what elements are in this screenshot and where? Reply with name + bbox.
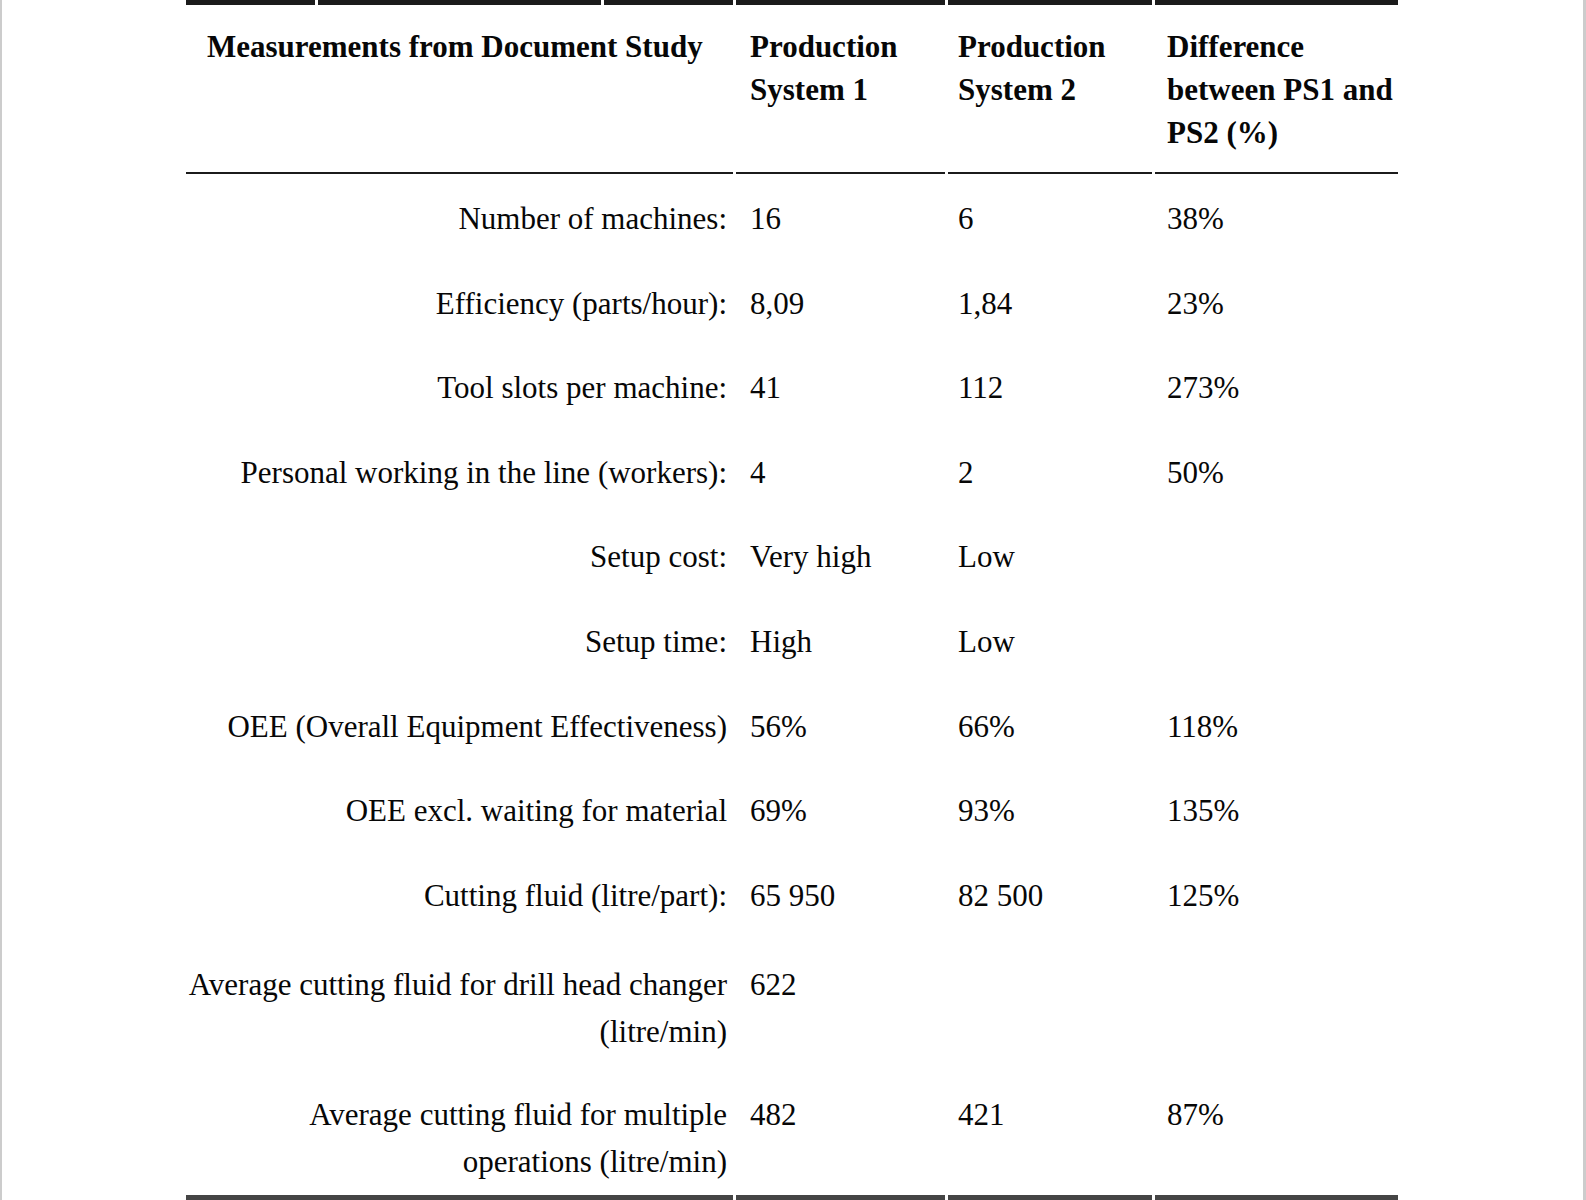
border-gap xyxy=(1152,0,1155,5)
row-label: Efficiency (parts/hour): xyxy=(186,280,733,344)
table-row: OEE excl. waiting for material 69% 93% 1… xyxy=(186,766,1398,851)
table-row: Efficiency (parts/hour): 8,09 1,84 23% xyxy=(186,259,1398,344)
ps2-value: Low xyxy=(945,533,1152,597)
ps2-value: 93% xyxy=(945,787,1152,851)
header-separator xyxy=(186,172,1398,174)
ps1-value: 4 xyxy=(733,449,945,513)
table-row: Setup cost: Very high Low xyxy=(186,512,1398,597)
border-gap xyxy=(733,1195,736,1200)
row-label: Average cutting fluid for multiple opera… xyxy=(186,1091,733,1195)
ps1-value: 65 950 xyxy=(733,872,945,936)
border-gap xyxy=(733,0,736,5)
ps1-value: Very high xyxy=(733,533,945,597)
table-row: Personal working in the line (workers): … xyxy=(186,428,1398,513)
difference-value: 125% xyxy=(1152,872,1398,936)
table-row: OEE (Overall Equipment Effectiveness) 56… xyxy=(186,682,1398,767)
border-gap xyxy=(601,0,604,5)
ps1-value: 41 xyxy=(733,364,945,428)
border-gap xyxy=(733,172,736,174)
row-label: Setup cost: xyxy=(186,533,733,597)
row-label: Average cutting fluid for drill head cha… xyxy=(186,961,733,1065)
table-row: Number of machines: 16 6 38% xyxy=(186,174,1398,259)
ps2-value: 66% xyxy=(945,703,1152,767)
border-gap xyxy=(945,172,948,174)
column-header-ps2: Production System 2 xyxy=(945,25,1152,172)
difference-value: 23% xyxy=(1152,280,1398,344)
ps2-value: 421 xyxy=(945,1091,1152,1195)
difference-value xyxy=(1152,618,1398,682)
document-page: Measurements from Document Study Product… xyxy=(0,0,1586,1200)
difference-value: 38% xyxy=(1152,195,1398,259)
ps1-value: 8,09 xyxy=(733,280,945,344)
difference-value: 50% xyxy=(1152,449,1398,513)
difference-value: 87% xyxy=(1152,1091,1398,1195)
border-gap xyxy=(1152,1195,1155,1200)
ps1-value: 482 xyxy=(733,1091,945,1195)
border-gap xyxy=(1152,172,1155,174)
table-top-border xyxy=(186,0,1398,5)
table-row: Cutting fluid (litre/part): 65 950 82 50… xyxy=(186,851,1398,936)
table-row: Average cutting fluid for multiple opera… xyxy=(186,1065,1398,1195)
row-label: Tool slots per machine: xyxy=(186,364,733,428)
difference-value: 135% xyxy=(1152,787,1398,851)
ps1-value: 622 xyxy=(733,961,945,1065)
column-header-measurements: Measurements from Document Study xyxy=(186,25,733,172)
table-body: Number of machines: 16 6 38% Efficiency … xyxy=(186,174,1398,1195)
page-edge-left xyxy=(0,0,2,1200)
row-label: OEE (Overall Equipment Effectiveness) xyxy=(186,703,733,767)
ps2-value: 82 500 xyxy=(945,872,1152,936)
row-label: Setup time: xyxy=(186,618,733,682)
difference-value: 118% xyxy=(1152,703,1398,767)
row-label: Cutting fluid (litre/part): xyxy=(186,872,733,936)
ps1-value: 69% xyxy=(733,787,945,851)
border-gap xyxy=(945,1195,948,1200)
ps1-value: High xyxy=(733,618,945,682)
ps2-value: Low xyxy=(945,618,1152,682)
measurements-table: Measurements from Document Study Product… xyxy=(186,0,1398,1200)
table-row: Tool slots per machine: 41 112 273% xyxy=(186,343,1398,428)
ps2-value: 2 xyxy=(945,449,1152,513)
row-label: OEE excl. waiting for material xyxy=(186,787,733,851)
column-header-difference: Difference between PS1 and PS2 (%) xyxy=(1152,25,1398,172)
table-row: Average cutting fluid for drill head cha… xyxy=(186,935,1398,1065)
ps2-value xyxy=(945,961,1152,1065)
border-gap xyxy=(315,0,318,5)
row-label: Number of machines: xyxy=(186,195,733,259)
difference-value xyxy=(1152,961,1398,1065)
border-gap xyxy=(945,0,948,5)
table-row: Setup time: High Low xyxy=(186,597,1398,682)
ps1-value: 56% xyxy=(733,703,945,767)
row-label: Personal working in the line (workers): xyxy=(186,449,733,513)
difference-value xyxy=(1152,533,1398,597)
table-header-row: Measurements from Document Study Product… xyxy=(186,5,1398,172)
ps2-value: 6 xyxy=(945,195,1152,259)
table-bottom-border xyxy=(186,1195,1398,1200)
ps2-value: 1,84 xyxy=(945,280,1152,344)
ps2-value: 112 xyxy=(945,364,1152,428)
column-header-ps1: Production System 1 xyxy=(733,25,945,172)
difference-value: 273% xyxy=(1152,364,1398,428)
ps1-value: 16 xyxy=(733,195,945,259)
